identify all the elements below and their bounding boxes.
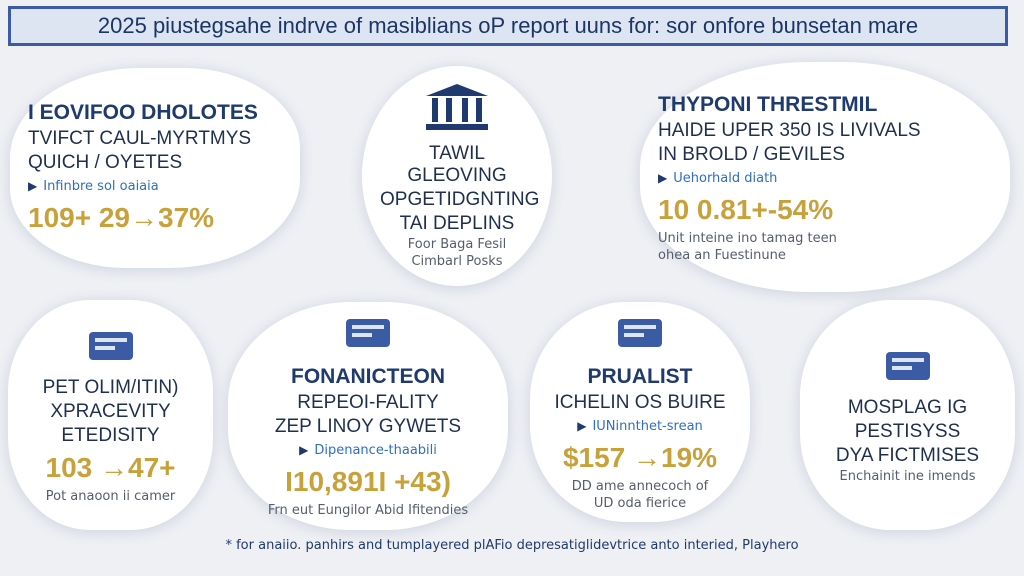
card-line: TAWIL GLEOVING bbox=[407, 143, 507, 186]
card-icon bbox=[878, 346, 938, 390]
card-note: Foor Baga Fesil bbox=[407, 237, 507, 252]
header: 2025 piustegsahe indrve of masiblians oP… bbox=[8, 6, 1008, 46]
card-stat: 109+ 29→37% bbox=[28, 201, 215, 233]
card-heading: PRUALIST bbox=[587, 364, 693, 388]
card-icon bbox=[422, 82, 492, 136]
card-line: MOSPLAG IG bbox=[847, 396, 968, 418]
card-stat: I10,891I +43) bbox=[285, 466, 451, 497]
card-line: REPEOI-FALITY bbox=[297, 392, 439, 413]
card-line: TVIFCT CAUL-MYRTMYS bbox=[28, 127, 252, 149]
info-card: THYPONI THRESTMIL HAIDE UPER 350 IS LIVIV… bbox=[640, 62, 1010, 292]
card-tag: Infinbre sol oaiaia bbox=[28, 179, 282, 194]
card-stat: 103 →47+ bbox=[45, 451, 176, 483]
card-icon bbox=[81, 326, 141, 370]
card-note: Enchainit ine imends bbox=[839, 468, 976, 484]
header-title: 2025 piustegsahe indrve of masiblians oP… bbox=[97, 13, 919, 38]
card-line: OPGETIDGNTING bbox=[380, 189, 540, 210]
info-card: FONANICTEON REPEOI-FALITY ZEP LINOY GYWETS… bbox=[228, 302, 508, 530]
info-card: TAWIL GLEOVING OPGETIDGNTING TAI DEPLINS Fo… bbox=[362, 66, 552, 286]
card-line: XPRACEVITY bbox=[50, 400, 171, 422]
card-tag: Uehorhald diath bbox=[658, 171, 992, 186]
card-note: Cimbarl Posks bbox=[411, 254, 503, 269]
card-heading: FONANICTEON bbox=[291, 365, 445, 388]
card-line: PET OLIM/ITIN) bbox=[42, 376, 179, 398]
card-stat: 10 0.81+-54% bbox=[658, 193, 834, 225]
info-card: PRUALIST ICHELIN OS BUIRE IUNinnthet-srean… bbox=[530, 302, 750, 522]
card-line: ZEP LINOY GYWETS bbox=[274, 416, 462, 437]
info-card: MOSPLAG IG PESTISYSS DYA FICTMISES Enchaini… bbox=[800, 300, 1015, 530]
card-heading: I EOVIFOO DHOLOTES bbox=[28, 100, 258, 124]
card-icon bbox=[338, 313, 398, 357]
info-card: I EOVIFOO DHOLOTES TVIFCT CAUL-MYRTMYS QUI… bbox=[10, 68, 300, 268]
card-line: QUICH / OYETES bbox=[28, 151, 183, 173]
card-note: Frn eut Eungilor Abid Ifitendies bbox=[267, 503, 469, 518]
card-line: IN BROLD / GEVILES bbox=[658, 143, 845, 165]
card-tag: Dipenance-thaabili bbox=[246, 443, 490, 458]
card-note: UD oda fierice bbox=[593, 495, 687, 511]
info-card: PET OLIM/ITIN) XPRACEVITY ETEDISITY 103 →47… bbox=[8, 300, 213, 530]
card-icon bbox=[610, 313, 670, 357]
card-note: Unit inteine ino tamag teen bbox=[658, 230, 837, 246]
card-line: ETEDISITY bbox=[61, 424, 160, 446]
card-tag: IUNinnthet-srean bbox=[548, 419, 732, 434]
card-line: DYA FICTMISES bbox=[835, 444, 980, 466]
footnote: * for anaiio. panhirs and tumplayered pl… bbox=[225, 538, 799, 553]
card-line: PESTISYSS bbox=[854, 420, 961, 442]
card-line: ICHELIN OS BUIRE bbox=[554, 391, 726, 413]
card-line: TAI DEPLINS bbox=[399, 213, 515, 234]
card-note: ohea an Fuestinune bbox=[658, 247, 786, 263]
card-note: DD ame annecoch of bbox=[571, 478, 709, 494]
card-note: Pot anaoon ii camer bbox=[45, 488, 176, 504]
card-line: HAIDE UPER 350 IS LIVIVALS bbox=[658, 119, 921, 141]
card-stat: $157 →19% bbox=[562, 441, 718, 473]
card-heading: THYPONI THRESTMIL bbox=[658, 92, 878, 116]
